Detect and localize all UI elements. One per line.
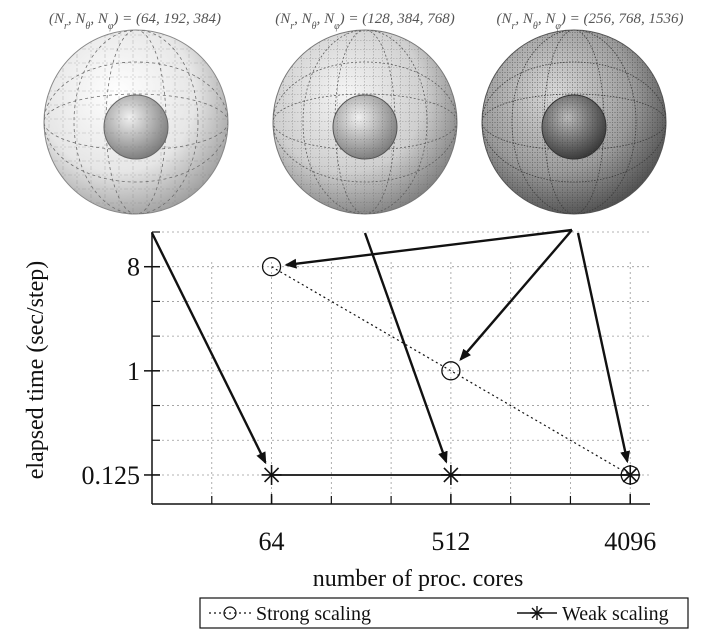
x-axis-label: number of proc. cores bbox=[313, 566, 524, 592]
legend-label-strong: Strong scaling bbox=[256, 603, 371, 625]
legend-label-weak: Weak scaling bbox=[562, 603, 669, 625]
y-axis-label: elapsed time (sec/step) bbox=[23, 261, 49, 480]
y-tick-label: 1 bbox=[127, 357, 140, 386]
data-point-weak bbox=[440, 464, 461, 485]
x-tick-label: 512 bbox=[431, 527, 470, 556]
caption-grid-2: (Nr, Nθ, Nφ) = (128, 384, 768) bbox=[275, 11, 455, 32]
legend-entry-strong: Strong scaling bbox=[209, 603, 371, 625]
legend: Strong scaling Weak scaling bbox=[199, 597, 689, 629]
data-point-weak bbox=[620, 464, 641, 485]
arrow-strong-scaling bbox=[284, 228, 573, 269]
arrow-strong-scaling bbox=[459, 229, 573, 361]
sphere-grid-1 bbox=[43, 29, 229, 215]
axes: 8 1 0.125 64 512 4096 bbox=[82, 231, 656, 556]
legend-marker-circle bbox=[223, 606, 237, 620]
y-tick-label: 8 bbox=[127, 253, 140, 282]
sphere-grid-3 bbox=[481, 29, 667, 215]
legend-box bbox=[199, 597, 689, 629]
callout-arrows bbox=[150, 228, 631, 465]
x-tick-label: 64 bbox=[259, 527, 285, 556]
arrow-weak-scaling bbox=[576, 232, 631, 464]
arrow-weak-scaling bbox=[363, 232, 448, 464]
y-tick-label: 0.125 bbox=[82, 461, 141, 490]
sphere-grid-2 bbox=[272, 29, 458, 215]
series-line-strong bbox=[271, 266, 631, 476]
data-point-weak bbox=[261, 464, 282, 485]
legend-marker-asterisk bbox=[530, 606, 544, 620]
data-point-strong bbox=[441, 361, 461, 381]
caption-grid-3: (Nr, Nθ, Nφ) = (256, 768, 1536) bbox=[496, 11, 683, 32]
data-series bbox=[261, 257, 641, 485]
data-point-strong bbox=[261, 257, 282, 277]
caption-grid-1: (Nr, Nθ, Nφ) = (64, 192, 384) bbox=[49, 11, 221, 32]
legend-entry-weak: Weak scaling bbox=[517, 603, 669, 625]
grid-lines bbox=[152, 231, 650, 504]
arrow-weak-scaling bbox=[150, 232, 267, 465]
x-tick-label: 4096 bbox=[604, 527, 656, 556]
